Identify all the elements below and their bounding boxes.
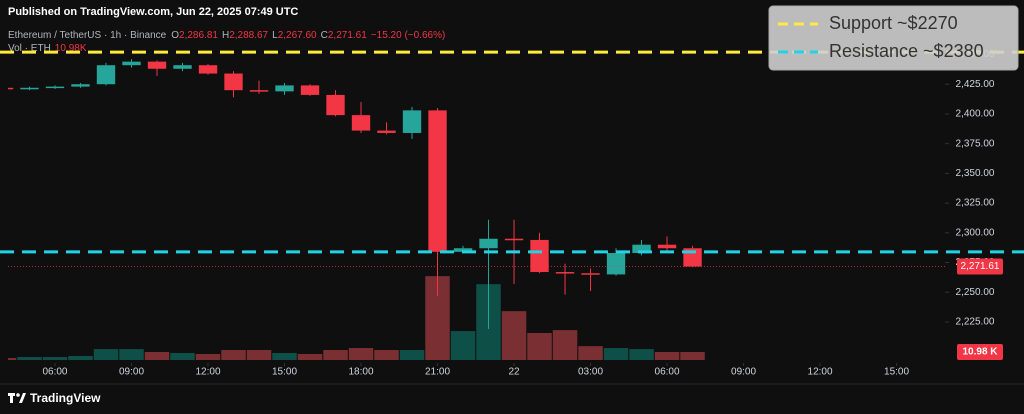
volume-bar bbox=[552, 330, 578, 360]
volume-bar bbox=[68, 355, 93, 360]
y-tick-label: 2,225.00 bbox=[956, 317, 995, 328]
volume-legend: Vol · ETH 10.98K bbox=[8, 43, 87, 54]
candle-body bbox=[20, 87, 39, 90]
ohlc-key: L bbox=[272, 30, 278, 41]
y-tick-label: 2,250.00 bbox=[956, 287, 995, 298]
volume-bar bbox=[501, 311, 527, 360]
volume-bar bbox=[348, 348, 374, 360]
candle-body bbox=[45, 86, 65, 89]
volume-bar bbox=[374, 350, 399, 360]
legend-box bbox=[768, 5, 1019, 71]
x-tick-label: 22 bbox=[508, 367, 520, 378]
x-tick-label: 21:00 bbox=[425, 367, 450, 378]
candle-body bbox=[96, 65, 116, 85]
candle-body bbox=[530, 239, 549, 273]
candle-body bbox=[377, 130, 396, 133]
ohlc-value: 2,288.67 bbox=[229, 30, 268, 41]
y-tick-label: 2,425.00 bbox=[956, 79, 995, 90]
x-tick-label: 12:00 bbox=[808, 367, 833, 378]
last-price-label: 2,271.61 bbox=[961, 261, 1000, 272]
x-tick-label: 06:00 bbox=[42, 367, 67, 378]
legend-label: Support ~$2270 bbox=[829, 13, 958, 33]
y-tick-label: 2,375.00 bbox=[956, 138, 995, 149]
candle-body bbox=[453, 248, 473, 252]
volume-bar bbox=[629, 349, 654, 360]
volume-bar bbox=[221, 350, 246, 360]
volume-bar bbox=[170, 353, 195, 360]
candle-body bbox=[173, 65, 192, 69]
symbol-legend: Ethereum / TetherUS · 1h · Binance O2,286… bbox=[8, 30, 445, 41]
volume-bar bbox=[17, 357, 42, 360]
y-tick-label: 2,350.00 bbox=[956, 168, 995, 179]
volume-bar bbox=[399, 350, 425, 360]
candle-body bbox=[326, 94, 345, 116]
change: −15.20 (−0.66%) bbox=[371, 30, 446, 41]
volume-bar bbox=[297, 354, 323, 360]
volume-bar bbox=[654, 351, 680, 360]
last-volume-label: 10.98 K bbox=[962, 347, 998, 358]
x-tick-label: 06:00 bbox=[655, 367, 680, 378]
volume-bar bbox=[246, 350, 272, 360]
volume-bar bbox=[527, 333, 552, 360]
candle-body bbox=[504, 238, 524, 241]
volume-bar bbox=[450, 331, 476, 360]
candle-body bbox=[300, 85, 320, 95]
volume-bar bbox=[603, 348, 629, 360]
candle-body bbox=[249, 90, 269, 92]
volume-bar bbox=[119, 349, 144, 360]
volume-title: Vol · ETH bbox=[8, 43, 51, 54]
volume-bar bbox=[272, 353, 297, 360]
volume-bar bbox=[42, 357, 68, 360]
ohlc-key: C bbox=[321, 30, 328, 41]
candle-body bbox=[632, 244, 651, 254]
x-tick-label: 15:00 bbox=[884, 367, 909, 378]
candle-body bbox=[224, 73, 243, 91]
candle-body bbox=[71, 84, 90, 87]
footer-brand: TradingView bbox=[30, 391, 101, 405]
candle-body bbox=[147, 61, 167, 69]
candle-body bbox=[275, 85, 294, 92]
plot-area bbox=[8, 59, 705, 360]
candle-body bbox=[122, 61, 141, 66]
volume-bar bbox=[680, 351, 705, 360]
x-tick-label: 09:00 bbox=[731, 367, 756, 378]
volume-bar bbox=[323, 350, 348, 360]
ohlc-value: 2,267.60 bbox=[278, 30, 317, 41]
x-tick-label: 18:00 bbox=[349, 367, 374, 378]
last-price-tag bbox=[957, 258, 1003, 275]
volume-value: 10.98K bbox=[55, 43, 87, 54]
x-tick-label: 09:00 bbox=[119, 367, 144, 378]
ohlc-value: 2,286.81 bbox=[179, 30, 218, 41]
volume-bar bbox=[8, 358, 17, 360]
ohlc-key: O bbox=[171, 30, 179, 41]
volume-bar bbox=[93, 349, 119, 360]
candle-body bbox=[555, 272, 575, 274]
last-volume-tag bbox=[957, 343, 1003, 360]
x-tick-label: 12:00 bbox=[195, 367, 220, 378]
y-tick-label: 2,400.00 bbox=[956, 109, 995, 120]
volume-bar bbox=[195, 354, 221, 360]
candle-body bbox=[8, 87, 14, 90]
published-note: Published on TradingView.com, Jun 22, 20… bbox=[8, 6, 298, 18]
ohlc-key: H bbox=[222, 30, 229, 41]
candle-body bbox=[657, 244, 677, 249]
y-tick-label: 2,325.00 bbox=[956, 198, 995, 209]
volume-bar bbox=[578, 346, 603, 360]
symbol: Ethereum / TetherUS · 1h · Binance bbox=[8, 30, 167, 41]
candle-body bbox=[606, 253, 626, 275]
legend-label: Resistance ~$2380 bbox=[829, 41, 984, 61]
candle-body bbox=[198, 65, 218, 74]
candle-body bbox=[581, 273, 600, 275]
candle-body bbox=[351, 115, 371, 131]
x-tick-label: 03:00 bbox=[578, 367, 603, 378]
volume-bar bbox=[144, 351, 170, 360]
ohlc-value: 2,271.61 bbox=[328, 30, 367, 41]
candle-body bbox=[428, 110, 447, 252]
footer-logo bbox=[8, 393, 26, 403]
x-tick-label: 15:00 bbox=[272, 367, 297, 378]
candle-body bbox=[479, 238, 498, 249]
candle-body bbox=[402, 110, 422, 133]
y-tick-label: 2,300.00 bbox=[956, 227, 995, 238]
